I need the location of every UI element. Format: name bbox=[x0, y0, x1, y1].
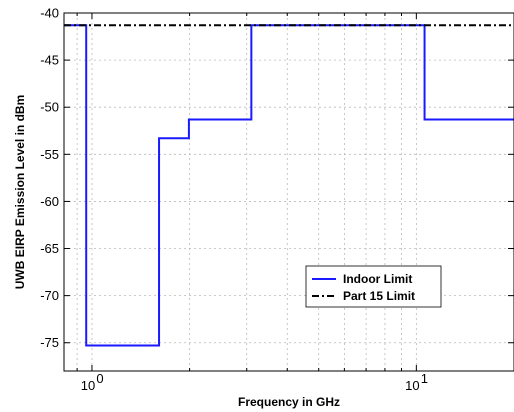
x-axis-title: Frequency in GHz bbox=[238, 395, 340, 409]
y-tick-label: -70 bbox=[40, 288, 59, 303]
y-axis-title: UWB EIRP Emission Level in dBm bbox=[13, 95, 27, 289]
y-tick-label: -55 bbox=[40, 147, 59, 162]
x-tick-label: 10 bbox=[81, 378, 95, 393]
plot-frame bbox=[63, 12, 514, 372]
legend-box bbox=[305, 265, 442, 308]
series-line-indoor-limit bbox=[64, 24, 514, 347]
y-tick-label: -60 bbox=[40, 194, 59, 209]
tick-layer bbox=[64, 12, 514, 371]
legend-label-indoor-limit: Indoor Limit bbox=[343, 272, 412, 286]
grid-layer bbox=[64, 13, 514, 371]
y-tick-label: -75 bbox=[40, 335, 59, 350]
legend: Indoor Limit Part 15 Limit bbox=[305, 265, 442, 308]
y-tick-label: -50 bbox=[40, 100, 59, 115]
y-tick-label: -40 bbox=[40, 6, 59, 21]
y-tick-label: -45 bbox=[40, 53, 59, 68]
x-tick-label: 10 bbox=[405, 378, 419, 393]
x-tick-label-exponent: 1 bbox=[421, 371, 428, 386]
y-tick-label: -65 bbox=[40, 241, 59, 256]
x-tick-label-exponent: 0 bbox=[96, 371, 103, 386]
series-layer bbox=[64, 24, 514, 347]
legend-label-part-15-limit: Part 15 Limit bbox=[343, 289, 415, 303]
